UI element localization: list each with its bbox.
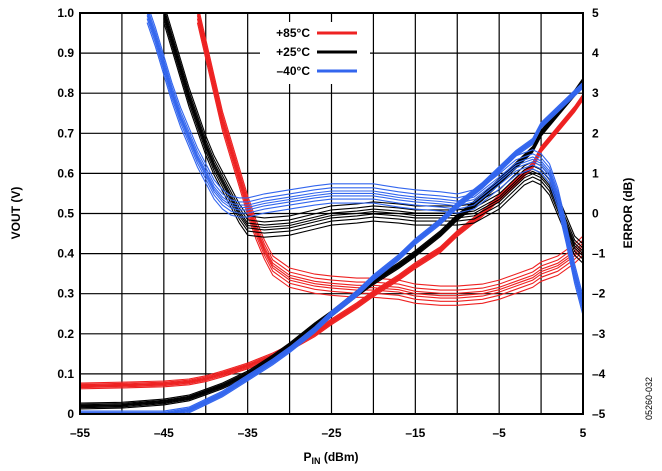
error-curve: [146, 13, 583, 306]
error-curve: [197, 13, 583, 294]
y2-axis-title: ERROR (dB): [621, 178, 635, 249]
error-curve: [149, 13, 583, 297]
y2-tick-label: 1: [592, 166, 599, 180]
x-tick-label: –35: [238, 426, 258, 440]
vout-curve: [80, 83, 583, 413]
legend-label-85c: +85°C: [276, 26, 310, 40]
y-tick-label: 0.7: [57, 126, 74, 140]
vout-curve: [80, 95, 583, 385]
y-tick-label: 0.9: [57, 46, 74, 60]
figure-code: 05260-032: [644, 377, 654, 420]
x-tick-label: –15: [405, 426, 425, 440]
x-tick-label: 5: [580, 426, 587, 440]
y2-tick-label: 5: [592, 6, 599, 20]
vout-curve: [80, 84, 583, 414]
y2-tick-label: 4: [592, 46, 599, 60]
y-tick-label: 0.2: [57, 327, 74, 341]
x-tick-labels: –55 –45 –35 –25 –15 –5 5: [70, 426, 587, 440]
y2-tick-label: –3: [592, 327, 606, 341]
vout-curve: [80, 99, 583, 390]
series-group: [80, 13, 583, 414]
x-tick-label: –55: [70, 426, 90, 440]
legend-label-25c: +25°C: [276, 45, 310, 59]
gridlines: [80, 13, 583, 414]
error-curve: [164, 13, 583, 249]
y2-tick-label: 3: [592, 86, 599, 100]
error-curve: [163, 13, 583, 254]
vout-curve: [80, 93, 583, 384]
legend: +85°C +25°C –40°C: [260, 22, 370, 84]
x-tick-label: –5: [492, 426, 506, 440]
plot-frame: [79, 12, 584, 415]
vout-curve: [80, 83, 583, 410]
error-curve: [146, 15, 583, 309]
error-curve: [198, 13, 583, 291]
error-curve: [146, 18, 583, 312]
y2-tick-labels: –5 –4 –3 –2 –1 0 1 2 3 4 5: [592, 6, 606, 421]
y2-tick-label: 2: [592, 126, 599, 140]
legend-label-minus40c: –40°C: [277, 64, 311, 78]
vout-curve: [80, 84, 583, 414]
vout-curve: [171, 86, 583, 414]
x-tick-label: –45: [154, 426, 174, 440]
error-curve: [163, 22, 583, 264]
y-tick-label: 1.0: [57, 6, 74, 20]
y-tick-label: 0.3: [57, 287, 74, 301]
error-curve: [163, 18, 583, 260]
error-curve: [147, 13, 583, 304]
vout-curve: [80, 82, 583, 409]
y-tick-label: 0.8: [57, 86, 74, 100]
y-axis-title: VOUT (V): [9, 187, 23, 240]
y-tick-label: 0.1: [57, 367, 74, 381]
y2-tick-label: –1: [592, 247, 606, 261]
y-tick-label: 0: [67, 407, 74, 421]
y2-tick-label: –2: [592, 287, 606, 301]
y-tick-labels: 0 0.1 0.2 0.3 0.4 0.5 0.6 0.7 0.8 0.9 1.0: [57, 6, 74, 421]
y2-tick-label: –4: [592, 367, 606, 381]
error-curve: [196, 13, 583, 297]
vout-curve: [80, 98, 583, 389]
error-curve: [163, 15, 583, 257]
error-curve: [199, 13, 583, 287]
y-tick-label: 0.6: [57, 166, 74, 180]
error-curve: [146, 22, 583, 316]
y-tick-label: 0.4: [57, 247, 74, 261]
x-axis-title: PIN (dBm): [303, 450, 358, 466]
y2-tick-label: –5: [592, 407, 606, 421]
curves: [80, 13, 583, 414]
y2-tick-label: 0: [592, 207, 599, 221]
vout-curve: [178, 87, 583, 414]
x-tick-label: –25: [321, 426, 341, 440]
error-curve: [148, 13, 583, 301]
vout-curve: [80, 81, 583, 412]
y-tick-label: 0.5: [57, 207, 74, 221]
